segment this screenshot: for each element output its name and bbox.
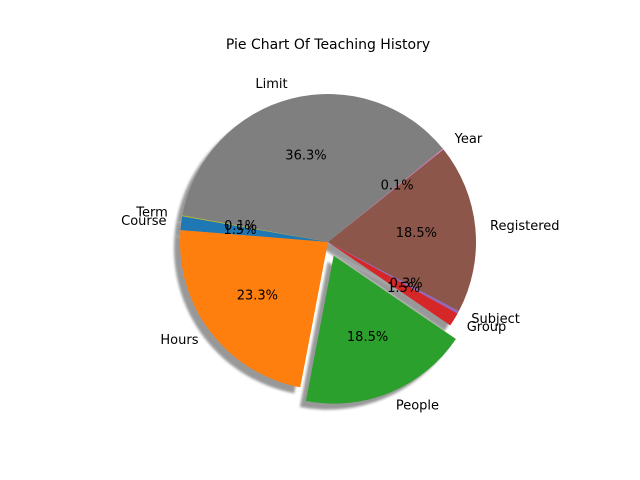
chart-title: Pie Chart Of Teaching History [226,37,430,53]
pct-label-course: 1.5% [223,223,256,238]
slice-label-people: People [396,399,439,414]
pct-label-year: 0.1% [381,179,414,194]
label-layer: Course 1.5% Hours 23.3% People 18.5% Group 1.5%… [121,77,559,414]
pct-label-term: 0.1% [224,219,257,234]
slice-label-limit: Limit [255,77,287,92]
pie-slice-limit [182,93,443,242]
pct-label-group: 1.5% [387,281,420,296]
slice-label-term: Term [135,206,168,221]
pct-label-registered: 18.5% [396,226,437,241]
pct-label-hours: 23.3% [237,288,278,303]
slice-layer [180,93,477,404]
pie-slice-hours [180,230,328,388]
slice-label-registered: Registered [490,219,560,234]
pie-slice-registered [328,149,477,312]
pie-slice-people [305,255,456,404]
pie-slice-term [182,215,328,242]
pie-slice-course [180,216,328,242]
pie-slice-year [328,148,444,242]
slice-label-hours: Hours [160,333,198,348]
pct-label-limit: 36.3% [285,148,326,163]
slice-label-year: Year [454,132,483,147]
slice-label-group: Group [467,320,507,335]
pct-label-subject: 0.3% [390,277,423,292]
slice-label-course: Course [121,214,166,229]
pie-slice-group [328,242,458,326]
slice-label-subject: Subject [471,312,520,327]
pct-label-people: 18.5% [347,330,388,345]
pie-shadow-group [322,248,452,332]
pie-slice-subject [328,242,459,314]
